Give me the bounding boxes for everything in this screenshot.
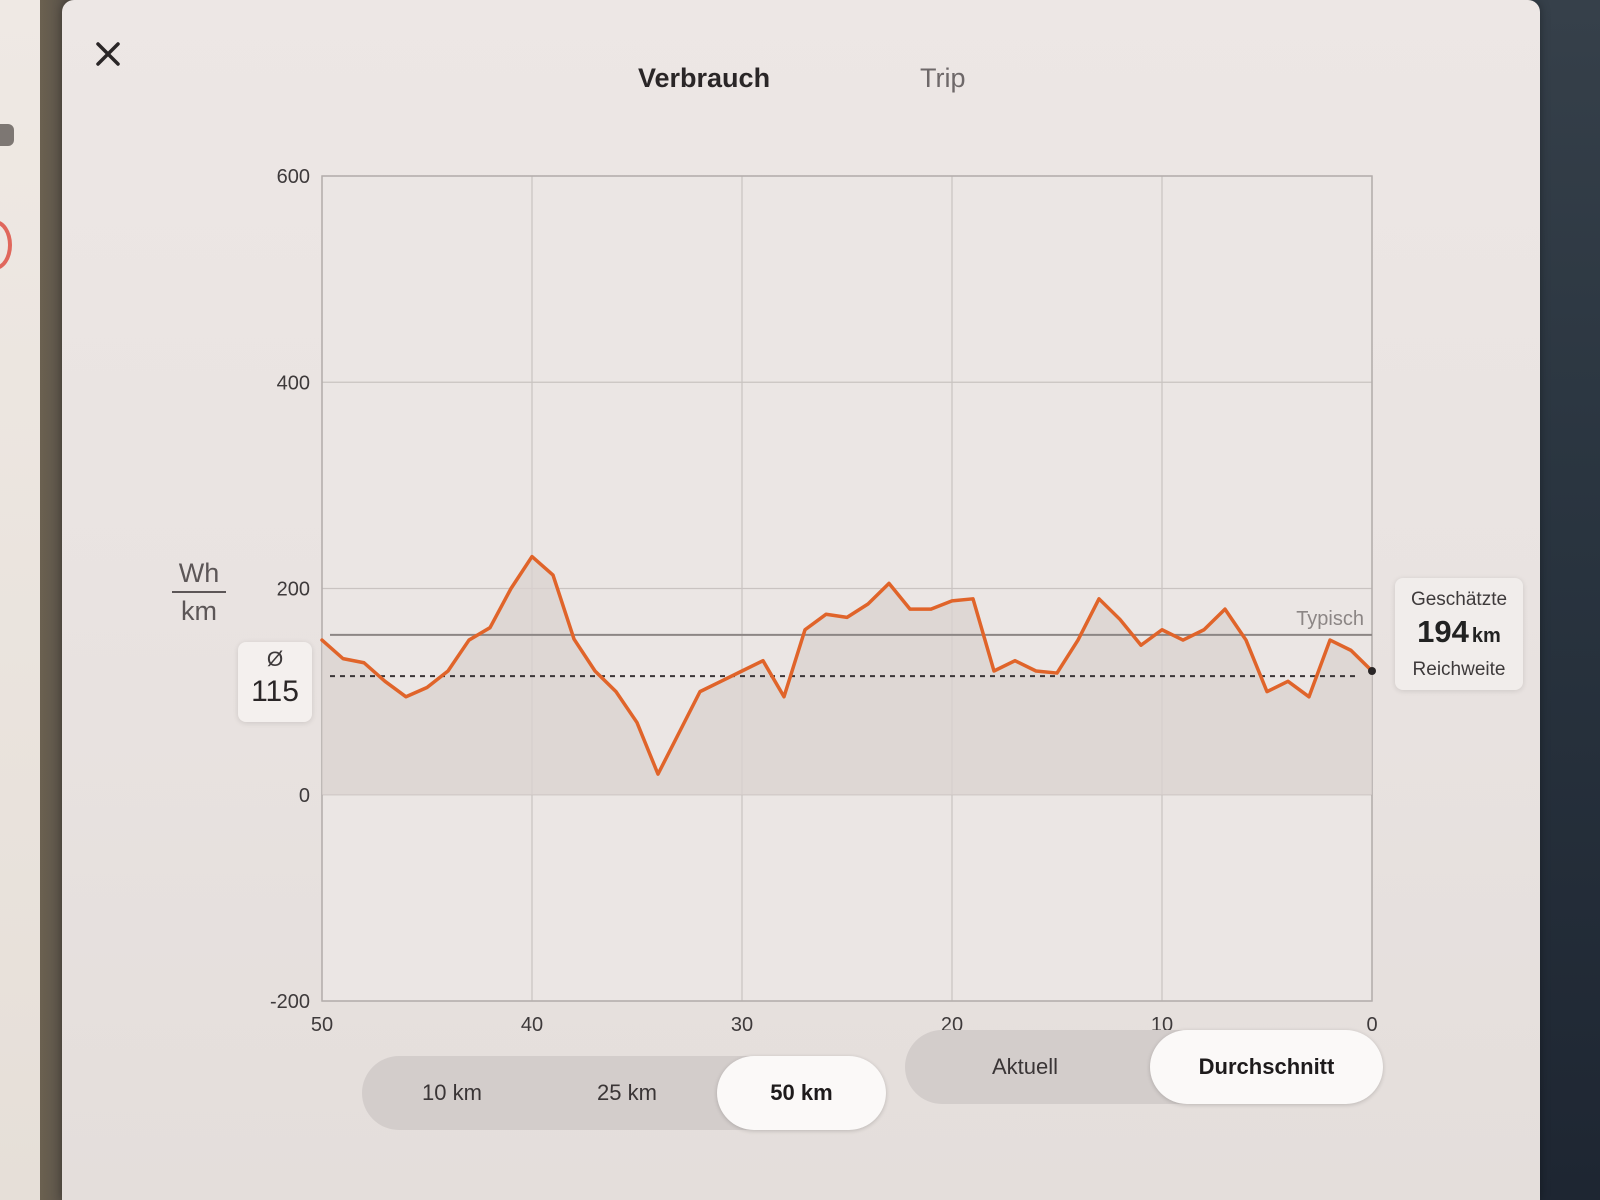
unit-denominator: km <box>181 596 217 626</box>
plot-border <box>321 175 1373 1002</box>
y-axis-unit: Wh km <box>168 558 230 626</box>
x-tick-label: 30 <box>731 1014 753 1036</box>
mode-toggle: Aktuell Durchschnitt <box>905 1030 1383 1104</box>
background-map <box>1530 0 1600 1200</box>
sidebar-handle <box>0 124 14 146</box>
background-sidebar <box>0 0 40 1200</box>
x-tick-label: 40 <box>521 1014 543 1036</box>
distance-toggle: 10 km 25 km 50 km <box>362 1056 886 1130</box>
tab-trip[interactable]: Trip <box>920 63 966 93</box>
average-value: 115 <box>251 675 299 708</box>
close-button[interactable] <box>88 34 128 74</box>
mode-option-aktuell[interactable]: Aktuell <box>991 1054 1059 1079</box>
distance-option-50km[interactable]: 50 km <box>717 1056 886 1130</box>
y-axis-ticks: 600 400 200 0 -200 <box>270 166 310 1013</box>
series-area <box>322 556 1372 795</box>
y-tick-label: 400 <box>277 372 310 394</box>
chart-area-fill <box>322 556 1372 795</box>
mode-option-durchschnitt[interactable]: Durchschnitt <box>1150 1030 1383 1104</box>
y-tick-label: 200 <box>277 579 310 601</box>
unit-numerator: Wh <box>178 558 220 588</box>
chart-series <box>320 554 1376 776</box>
typical-label: Typisch <box>1296 608 1364 630</box>
y-tick-label: 600 <box>277 166 310 188</box>
y-tick-label: 0 <box>299 785 310 807</box>
y-tick-label: -200 <box>270 991 310 1013</box>
distance-option-10km[interactable]: 10 km <box>422 1080 482 1105</box>
tab-verbrauch[interactable]: Verbrauch <box>638 63 771 93</box>
close-icon <box>96 42 120 66</box>
unit-fraction-bar <box>172 591 226 593</box>
reference-lines: Typisch <box>330 608 1372 678</box>
current-point-marker <box>1368 667 1376 675</box>
average-badge: Ø 115 <box>238 642 312 722</box>
range-label-bottom: Reichweite <box>1412 659 1506 680</box>
range-unit: km <box>1471 625 1501 647</box>
x-tick-label: 0 <box>1366 1014 1377 1036</box>
range-value: 194 <box>1417 614 1469 649</box>
distance-option-25km[interactable]: 25 km <box>597 1080 657 1105</box>
consumption-series-line <box>320 554 1374 776</box>
x-tick-label: 50 <box>311 1014 333 1036</box>
average-symbol: Ø <box>266 648 284 671</box>
range-label-top: Geschätzte <box>1410 589 1508 610</box>
estimated-range-badge: Geschätzte 194 km Reichweite <box>1395 578 1523 690</box>
